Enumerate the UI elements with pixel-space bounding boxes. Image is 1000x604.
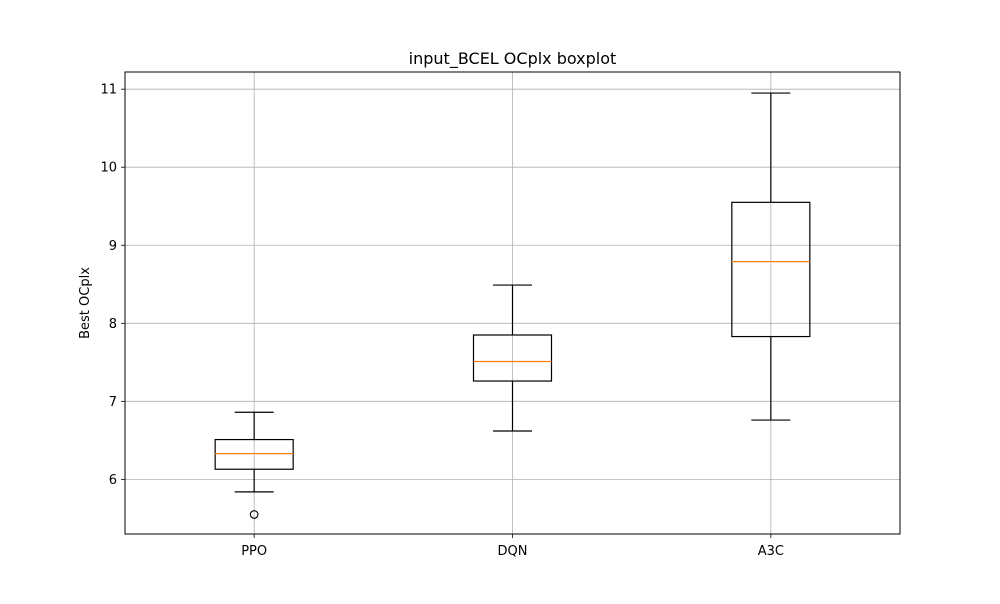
y-tick-label: 6 [109, 473, 117, 488]
chart-title: input_BCEL OCplx boxplot [409, 49, 617, 69]
box [214, 438, 294, 470]
x-tick-label: PPO [241, 544, 267, 559]
y-tick-label: 7 [109, 395, 117, 410]
y-tick-label: 9 [109, 239, 117, 254]
box [731, 201, 811, 338]
x-tick-label: DQN [498, 544, 528, 559]
x-tick-label: A3C [758, 544, 784, 559]
y-tick-label: 10 [100, 161, 117, 176]
plot-area: 6 7 8 9 10 11 PPO DQN A3C [100, 71, 901, 559]
outlier-point [249, 510, 259, 519]
y-tick-label: 11 [100, 83, 117, 98]
y-axis-label: Best OCplx [78, 267, 93, 339]
axes-frame [124, 71, 901, 535]
box [472, 334, 553, 382]
y-tick-label: 8 [109, 317, 117, 332]
